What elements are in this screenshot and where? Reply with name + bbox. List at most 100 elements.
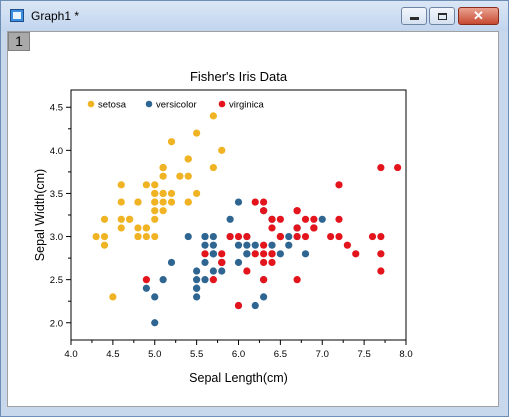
data-point-versicolor [201, 276, 209, 284]
x-tick-label: 8.0 [399, 349, 412, 360]
maximize-button[interactable] [429, 7, 455, 25]
data-point-setosa [151, 232, 159, 241]
data-point-setosa [117, 181, 125, 189]
data-point-virginica [377, 267, 385, 275]
data-point-setosa [159, 198, 167, 206]
x-tick-label: 7.5 [358, 349, 371, 360]
data-point-versicolor [193, 284, 201, 292]
data-point-setosa [134, 198, 142, 206]
data-point-setosa [100, 232, 109, 241]
data-point-versicolor [209, 241, 217, 249]
data-point-setosa [159, 163, 167, 172]
data-point-versicolor [151, 293, 159, 301]
legend-label-versicolor: versicolor [156, 100, 197, 111]
data-point-versicolor [209, 267, 217, 275]
data-point-setosa [126, 215, 134, 223]
data-point-setosa [151, 198, 159, 206]
close-button[interactable]: ✕ [458, 7, 499, 25]
legend-marker-virginica [218, 100, 226, 108]
data-point-virginica [293, 276, 301, 284]
data-point-virginica [310, 224, 318, 232]
data-point-setosa [184, 172, 192, 180]
data-point-setosa [159, 172, 167, 180]
data-point-versicolor [243, 241, 251, 249]
data-point-setosa [151, 189, 159, 198]
legend-marker-versicolor [145, 100, 153, 108]
data-point-virginica [260, 207, 268, 215]
y-tick-label: 4.5 [50, 103, 63, 114]
title-bar[interactable]: Graph1 * ✕ [1, 1, 508, 31]
y-axis-label: Sepal Width(cm) [33, 169, 47, 261]
data-point-setosa [193, 129, 201, 137]
data-point-versicolor [243, 250, 251, 258]
maximize-icon [437, 12, 447, 20]
data-point-virginica [260, 258, 268, 267]
axis-ticks: 4.0 4.5 5.0 5.5 6.0 6.5 7.0 7.5 8.0 2.0 2.5 3.0 3.5 4… [50, 103, 413, 360]
data-point-versicolor [318, 215, 326, 223]
data-point-versicolor [234, 198, 243, 206]
minimize-button[interactable] [401, 7, 427, 25]
data-point-virginica [201, 250, 209, 258]
data-point-virginica [268, 224, 276, 232]
legend-marker-setosa [87, 100, 95, 108]
data-point-setosa [92, 232, 100, 241]
x-tick-label: 4.5 [106, 349, 119, 360]
data-point-versicolor [151, 319, 159, 327]
data-point-virginica [276, 232, 284, 241]
data-point-virginica [268, 258, 276, 267]
legend[interactable]: setosa versicolor virginica [87, 100, 265, 111]
data-point-virginica [310, 215, 318, 223]
data-point-virginica [327, 232, 335, 241]
data-point-setosa [184, 198, 192, 206]
x-axis-label: Sepal Length(cm) [189, 371, 288, 385]
data-point-virginica [142, 276, 150, 284]
data-point-virginica [243, 267, 251, 275]
y-tick-label: 2.0 [50, 318, 63, 329]
data-point-virginica [368, 232, 377, 241]
x-tick-label: 4.0 [64, 349, 77, 360]
data-point-setosa [100, 215, 109, 223]
data-point-virginica [218, 250, 226, 258]
data-point-versicolor [234, 258, 243, 267]
data-point-versicolor [226, 215, 234, 223]
data-point-setosa [151, 215, 159, 223]
graph-window-icon[interactable] [10, 9, 24, 22]
data-point-setosa [159, 189, 167, 198]
data-point-virginica [260, 250, 268, 258]
graph-page[interactable] [7, 31, 499, 407]
data-point-setosa [193, 189, 201, 198]
data-point-setosa [159, 207, 167, 215]
data-point-setosa [134, 224, 142, 232]
data-point-virginica [260, 241, 268, 249]
data-point-virginica [293, 224, 301, 232]
data-point-virginica [260, 198, 268, 206]
data-point-virginica [301, 215, 310, 223]
x-tick-label: 5.0 [148, 349, 161, 360]
data-point-virginica [209, 276, 217, 284]
data-point-virginica [352, 250, 360, 258]
data-point-versicolor [301, 250, 310, 258]
data-point-virginica [343, 241, 351, 249]
data-point-virginica [268, 215, 276, 223]
data-point-versicolor [285, 232, 293, 241]
y-tick-label: 3.0 [50, 232, 63, 243]
data-point-versicolor [251, 301, 259, 310]
layer-tab[interactable]: 1 [8, 32, 30, 51]
data-point-setosa [184, 155, 192, 163]
data-point-virginica [335, 232, 343, 241]
data-point-versicolor [142, 284, 150, 292]
data-point-versicolor [234, 241, 243, 249]
data-point-virginica [335, 181, 343, 189]
x-tick-label: 6.0 [232, 349, 245, 360]
data-point-versicolor [201, 232, 209, 241]
data-point-virginica [260, 276, 268, 284]
data-point-virginica [226, 232, 234, 241]
data-point-setosa [167, 138, 176, 146]
data-point-setosa [142, 181, 150, 189]
data-point-versicolor [276, 250, 284, 258]
data-point-virginica [394, 163, 402, 172]
data-point-versicolor [218, 267, 226, 275]
data-point-setosa [209, 112, 217, 120]
data-point-versicolor [251, 241, 259, 249]
data-point-virginica [218, 258, 226, 267]
